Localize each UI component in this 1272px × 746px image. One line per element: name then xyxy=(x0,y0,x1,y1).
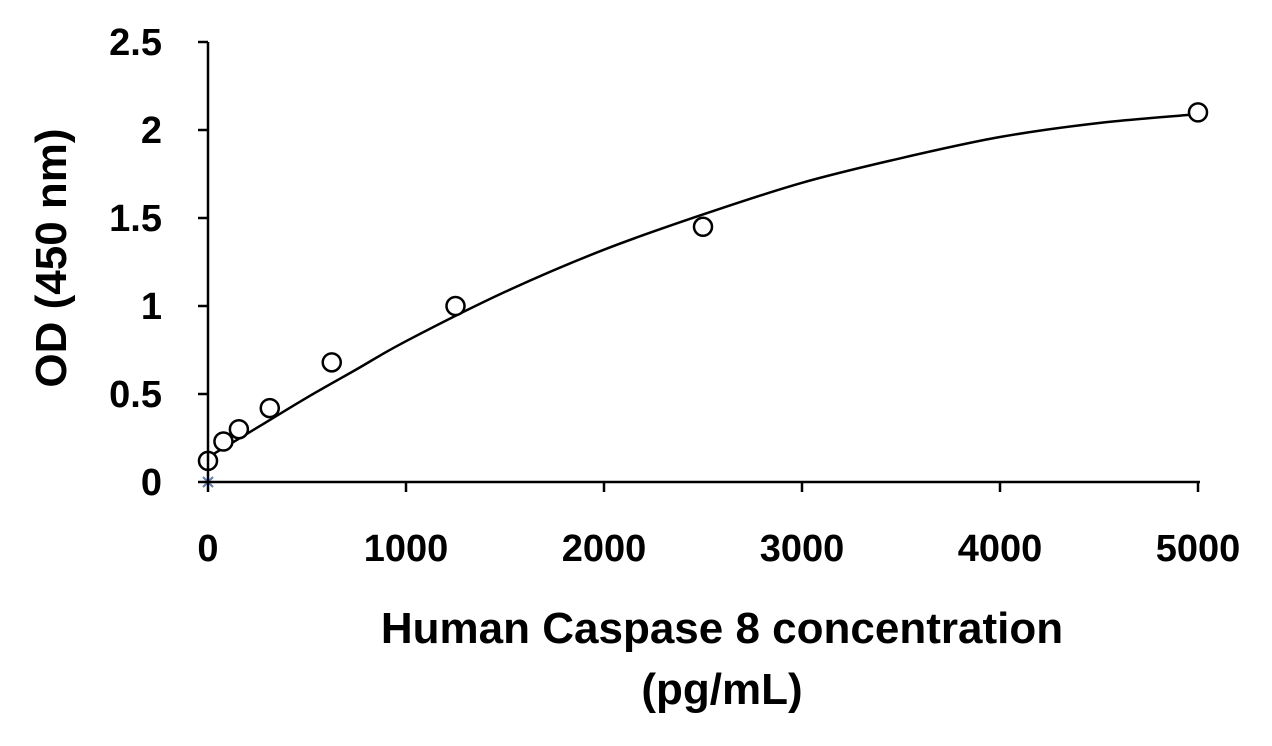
y-tick-label: 2.5 xyxy=(109,22,162,64)
plot-area xyxy=(197,102,1209,488)
y-axis-title: OD (450 nm) xyxy=(27,128,76,387)
data-point xyxy=(228,418,250,440)
y-tick-label: 2 xyxy=(141,110,162,152)
data-point xyxy=(259,397,281,419)
y-tick-label: 0 xyxy=(141,462,162,504)
data-point xyxy=(1187,102,1209,123)
x-axis-title-line-2: (pg/mL) xyxy=(641,665,802,714)
y-tick-label: 1.5 xyxy=(109,198,162,240)
data-point xyxy=(213,431,234,452)
x-tick-label: 5000 xyxy=(1156,528,1241,570)
fit-curve xyxy=(207,112,1199,459)
data-point xyxy=(445,295,466,317)
data-point xyxy=(321,352,342,373)
x-tick-label: 0 xyxy=(197,528,218,570)
x-tick-label: 2000 xyxy=(562,528,647,570)
axes xyxy=(206,42,1200,484)
x-tick-label: 1000 xyxy=(364,528,449,570)
x-tick-label: 4000 xyxy=(958,528,1043,570)
y-tick-label: 1 xyxy=(141,286,162,328)
x-axis-title-line-1: Human Caspase 8 concentration xyxy=(381,604,1063,653)
y-axis-ticks: 0 0.5 1 1.5 2 2.5 xyxy=(109,22,208,504)
data-point xyxy=(692,216,714,238)
x-axis-ticks: 0 1000 2000 3000 4000 5000 xyxy=(197,482,1240,570)
x-tick-label: 3000 xyxy=(760,528,845,570)
y-tick-label: 0.5 xyxy=(109,374,162,416)
